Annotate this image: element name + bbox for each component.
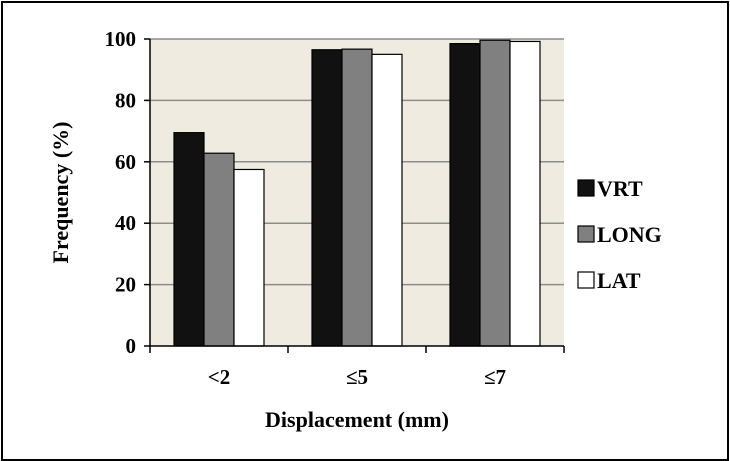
bar-long-3 bbox=[479, 39, 511, 347]
y-tick-label: 100 bbox=[105, 27, 137, 51]
y-axis-title: Frequency (%) bbox=[48, 122, 73, 264]
bar-lat-3 bbox=[509, 40, 541, 347]
bar-vrt-1 bbox=[173, 132, 205, 347]
x-axis-title: Displacement (mm) bbox=[265, 407, 449, 432]
legend-swatch-lat bbox=[577, 271, 595, 289]
bar-vrt-2 bbox=[311, 49, 343, 347]
legend: VRT LONG LAT bbox=[577, 176, 662, 293]
bar-long-1 bbox=[203, 152, 235, 347]
x-tick-label: ≤7 bbox=[484, 365, 506, 389]
y-tick-label: 40 bbox=[115, 211, 136, 235]
legend-swatch-long bbox=[577, 225, 595, 243]
legend-swatch-vrt bbox=[577, 179, 595, 197]
legend-label-vrt: VRT bbox=[597, 176, 643, 201]
legend-label-long: LONG bbox=[597, 222, 662, 247]
bars bbox=[173, 39, 541, 347]
y-tick-label: 60 bbox=[115, 150, 136, 174]
bar-long-2 bbox=[341, 48, 373, 347]
bar-lat-1 bbox=[233, 168, 265, 347]
bar-lat-2 bbox=[371, 53, 403, 347]
bar-vrt-3 bbox=[449, 43, 481, 347]
y-tick-label: 0 bbox=[126, 334, 137, 358]
y-tick-labels: 0 20 40 60 80 100 bbox=[105, 27, 137, 358]
x-tick-labels: <2 ≤5 ≤7 bbox=[208, 365, 506, 389]
y-tick-label: 80 bbox=[115, 88, 136, 112]
x-tick-label: <2 bbox=[208, 365, 230, 389]
axes bbox=[144, 38, 565, 353]
bar-chart: 0 20 40 60 80 100 <2 ≤5 ≤7 Displacement (mm) Fr… bbox=[48, 27, 662, 432]
x-tick-label: ≤5 bbox=[346, 365, 368, 389]
legend-label-lat: LAT bbox=[597, 268, 641, 293]
y-tick-label: 20 bbox=[115, 273, 136, 297]
